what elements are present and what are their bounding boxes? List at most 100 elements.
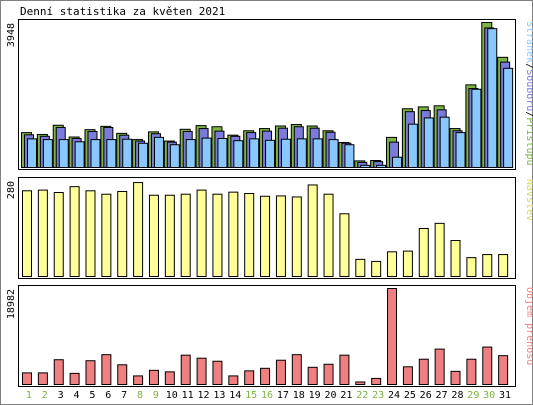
bar-stránek-day-2 [42,139,53,168]
x-tick-label-9: 9 [153,390,159,401]
legend-visits: Návštěv [524,179,533,221]
bar-visits-day-20 [323,193,334,277]
y-max-label: 18982 [6,289,17,319]
bar-stránek-day-23 [376,164,387,169]
bar-traffic-day-15 [244,370,255,386]
bar-traffic-day-6 [101,354,112,385]
bar-visits-day-10 [164,194,175,277]
x-tick-label-1: 1 [26,390,32,401]
bar-stránek-day-28 [455,132,466,168]
bar-visits-day-19 [307,184,318,277]
bar-visits-day-22 [355,258,366,278]
x-tick-label-10: 10 [166,390,178,401]
x-tick-label-13: 13 [213,390,225,401]
bar-stránek-day-16 [265,139,276,169]
bar-traffic-day-21 [339,354,350,386]
bar-visits-day-3 [53,192,64,277]
bar-traffic-day-17 [275,359,286,385]
bar-traffic-day-12 [196,357,207,386]
x-tick-label-31: 31 [499,390,511,401]
bar-traffic-day-20 [323,363,334,385]
bar-stránek-day-6 [106,139,117,168]
bar-stránek-day-13 [217,137,228,168]
x-tick-label-29: 29 [467,390,479,401]
bar-traffic-day-16 [260,367,271,386]
x-tick-label-18: 18 [293,390,305,401]
bar-traffic-day-11 [180,354,191,386]
bar-visits-day-16 [260,195,271,277]
legend-entry: Přístupů [524,117,533,165]
bar-visits-day-28 [450,240,461,277]
x-tick-label-16: 16 [261,390,273,401]
panel-hits: 3948 Stránek/Souborů/Přístupů [6,19,533,170]
bar-visits-day-14 [228,191,239,278]
bar-stránek-day-31 [503,67,514,168]
bar-stránek-day-7 [122,138,133,169]
bar-traffic-day-22 [355,381,366,385]
bar-traffic-day-31 [498,355,509,386]
legend-entry: Návštěv [524,179,533,221]
bar-visits-day-8 [133,182,144,277]
bar-stránek-day-4 [74,141,85,169]
x-tick-label-24: 24 [388,390,400,401]
bar-traffic-day-2 [37,372,48,385]
bar-traffic-day-23 [371,377,382,385]
bar-traffic-day-24 [387,288,398,385]
bar-visits-day-30 [482,254,493,278]
bar-visits-day-23 [371,260,382,277]
x-tick-label-22: 22 [356,390,368,401]
x-tick-label-6: 6 [105,390,111,401]
x-tick-label-7: 7 [121,390,127,401]
bar-stránek-day-17 [280,138,291,169]
bar-visits-day-27 [434,222,445,278]
bar-traffic-day-9 [148,369,159,385]
panel-traffic: 18982 Objem přenosu [6,285,533,387]
legend-hits: Stránek/Souborů/Přístupů [524,21,533,166]
bar-stránek-day-27 [439,116,450,168]
bar-visits-day-21 [339,213,350,277]
x-tick-label-2: 2 [42,390,48,401]
bar-visits-day-2 [37,189,48,278]
bar-visits-day-1 [22,190,32,278]
bar-traffic-day-13 [212,360,223,385]
x-tick-label-27: 27 [436,390,448,401]
x-tick-label-17: 17 [277,390,289,401]
chart-title: Denní statistika za květen 2021 [20,5,225,18]
x-tick-label-14: 14 [229,390,241,401]
x-tick-label-25: 25 [404,390,416,401]
bar-visits-day-29 [466,257,477,277]
x-tick-label-20: 20 [324,390,336,401]
x-tick-label-26: 26 [420,390,432,401]
bar-stránek-day-10 [169,144,180,168]
y-max-label: 3948 [6,23,17,47]
bar-traffic-day-4 [69,372,80,385]
bar-visits-day-24 [387,251,398,277]
x-tick-label-19: 19 [309,390,321,401]
bar-stránek-day-14 [233,140,244,168]
bar-visits-day-26 [418,228,429,277]
bar-traffic-day-28 [450,370,461,386]
bar-visits-day-4 [69,186,80,278]
x-tick-label-21: 21 [340,390,352,401]
bar-traffic-day-1 [22,372,32,385]
bar-stránek-day-26 [423,117,434,168]
bar-stránek-day-29 [471,88,482,168]
legend-traffic: Objem přenosu [524,287,533,365]
bar-stránek-day-21 [344,144,355,168]
bar-traffic-day-30 [482,346,493,386]
bar-visits-day-17 [275,195,286,277]
legend-entry: / [524,111,533,117]
bar-visits-day-13 [212,193,223,277]
x-tick-label-4: 4 [74,390,80,401]
bar-traffic-day-29 [466,358,477,386]
legend-entry: Objem přenosu [524,287,533,365]
x-tick-label-5: 5 [89,390,95,401]
bar-visits-day-12 [196,189,207,278]
bar-traffic-day-26 [418,358,429,386]
x-tick-label-28: 28 [451,390,463,401]
legend-entry: / [524,63,533,69]
bar-stránek-day-5 [90,139,101,168]
bar-traffic-day-19 [307,366,318,385]
x-axis-labels: 1 2 3 4 5 6 7 8 9 10 11 12 13 14 15 16 17 18 19 20 21 22 23 24 2… [26,390,511,401]
